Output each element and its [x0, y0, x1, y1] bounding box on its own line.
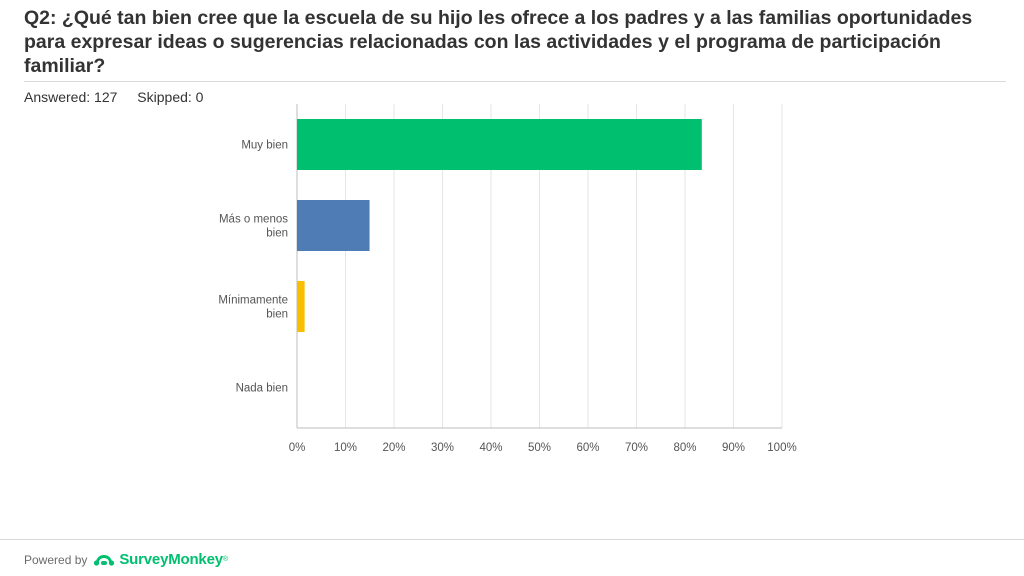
- brand-name: SurveyMonkey: [119, 551, 223, 568]
- category-label: bien: [266, 309, 288, 321]
- x-tick-label: 90%: [722, 442, 745, 454]
- bar: [297, 281, 305, 332]
- bar-chart: 0% 10% 20% 30% 40% 50% 60% 70% 80% 90% 100% Muy bie…: [218, 104, 797, 454]
- x-tick-label: 70%: [625, 442, 648, 454]
- x-tick-label: 80%: [673, 442, 696, 454]
- x-tick-label: 10%: [334, 442, 357, 454]
- footer: Powered by SurveyMonkey ®: [24, 551, 228, 568]
- category-label: Nada bien: [236, 383, 288, 395]
- category-label: Muy bien: [241, 140, 288, 152]
- bar: [297, 119, 702, 170]
- response-stats: Answered: 127 Skipped: 0: [24, 89, 219, 105]
- answered-count: Answered: 127: [24, 89, 118, 105]
- category-label: Más o menos: [219, 214, 288, 226]
- x-tick-label: 100%: [767, 442, 796, 454]
- skipped-count: Skipped: 0: [137, 89, 204, 105]
- x-tick-label: 40%: [479, 442, 502, 454]
- x-tick-label: 20%: [382, 442, 405, 454]
- surveymonkey-logo[interactable]: SurveyMonkey ®: [93, 551, 228, 568]
- brand-mark: ®: [222, 556, 229, 563]
- powered-by-label: Powered by: [24, 552, 88, 567]
- x-tick-label: 30%: [431, 442, 454, 454]
- bar: [297, 200, 370, 251]
- category-label: Mínimamente: [218, 295, 288, 307]
- question-title: Q2: ¿Qué tan bien cree que la escuela de…: [24, 7, 973, 77]
- title-divider: [24, 81, 1006, 82]
- surveymonkey-icon: [94, 554, 115, 566]
- footer-divider: [0, 539, 1024, 540]
- x-tick-label: 0%: [289, 442, 306, 454]
- x-tick-label: 50%: [528, 442, 551, 454]
- category-label: bien: [266, 228, 288, 240]
- x-tick-label: 60%: [576, 442, 599, 454]
